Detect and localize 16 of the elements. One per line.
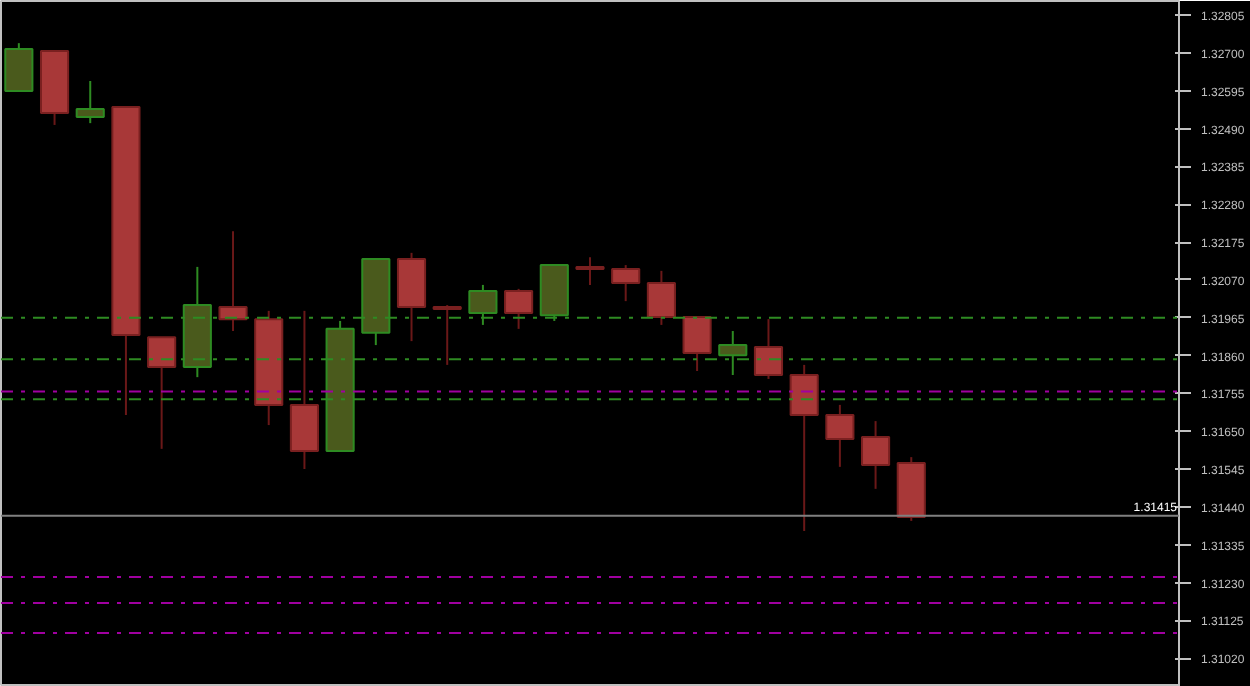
candlestick	[147, 336, 177, 450]
candlestick	[504, 287, 534, 330]
candlestick	[611, 264, 641, 303]
candlestick	[575, 256, 605, 286]
candlestick	[682, 315, 712, 373]
candlestick	[825, 403, 855, 468]
candlestick	[861, 420, 891, 490]
candlestick	[396, 251, 427, 343]
candlestick	[789, 363, 819, 532]
candlestick	[289, 309, 319, 471]
candlestick	[218, 230, 248, 333]
candlestick	[75, 79, 105, 125]
candlestick	[4, 42, 34, 93]
candlestick	[432, 304, 462, 366]
candlestick	[753, 318, 784, 380]
candlestick	[646, 269, 676, 326]
